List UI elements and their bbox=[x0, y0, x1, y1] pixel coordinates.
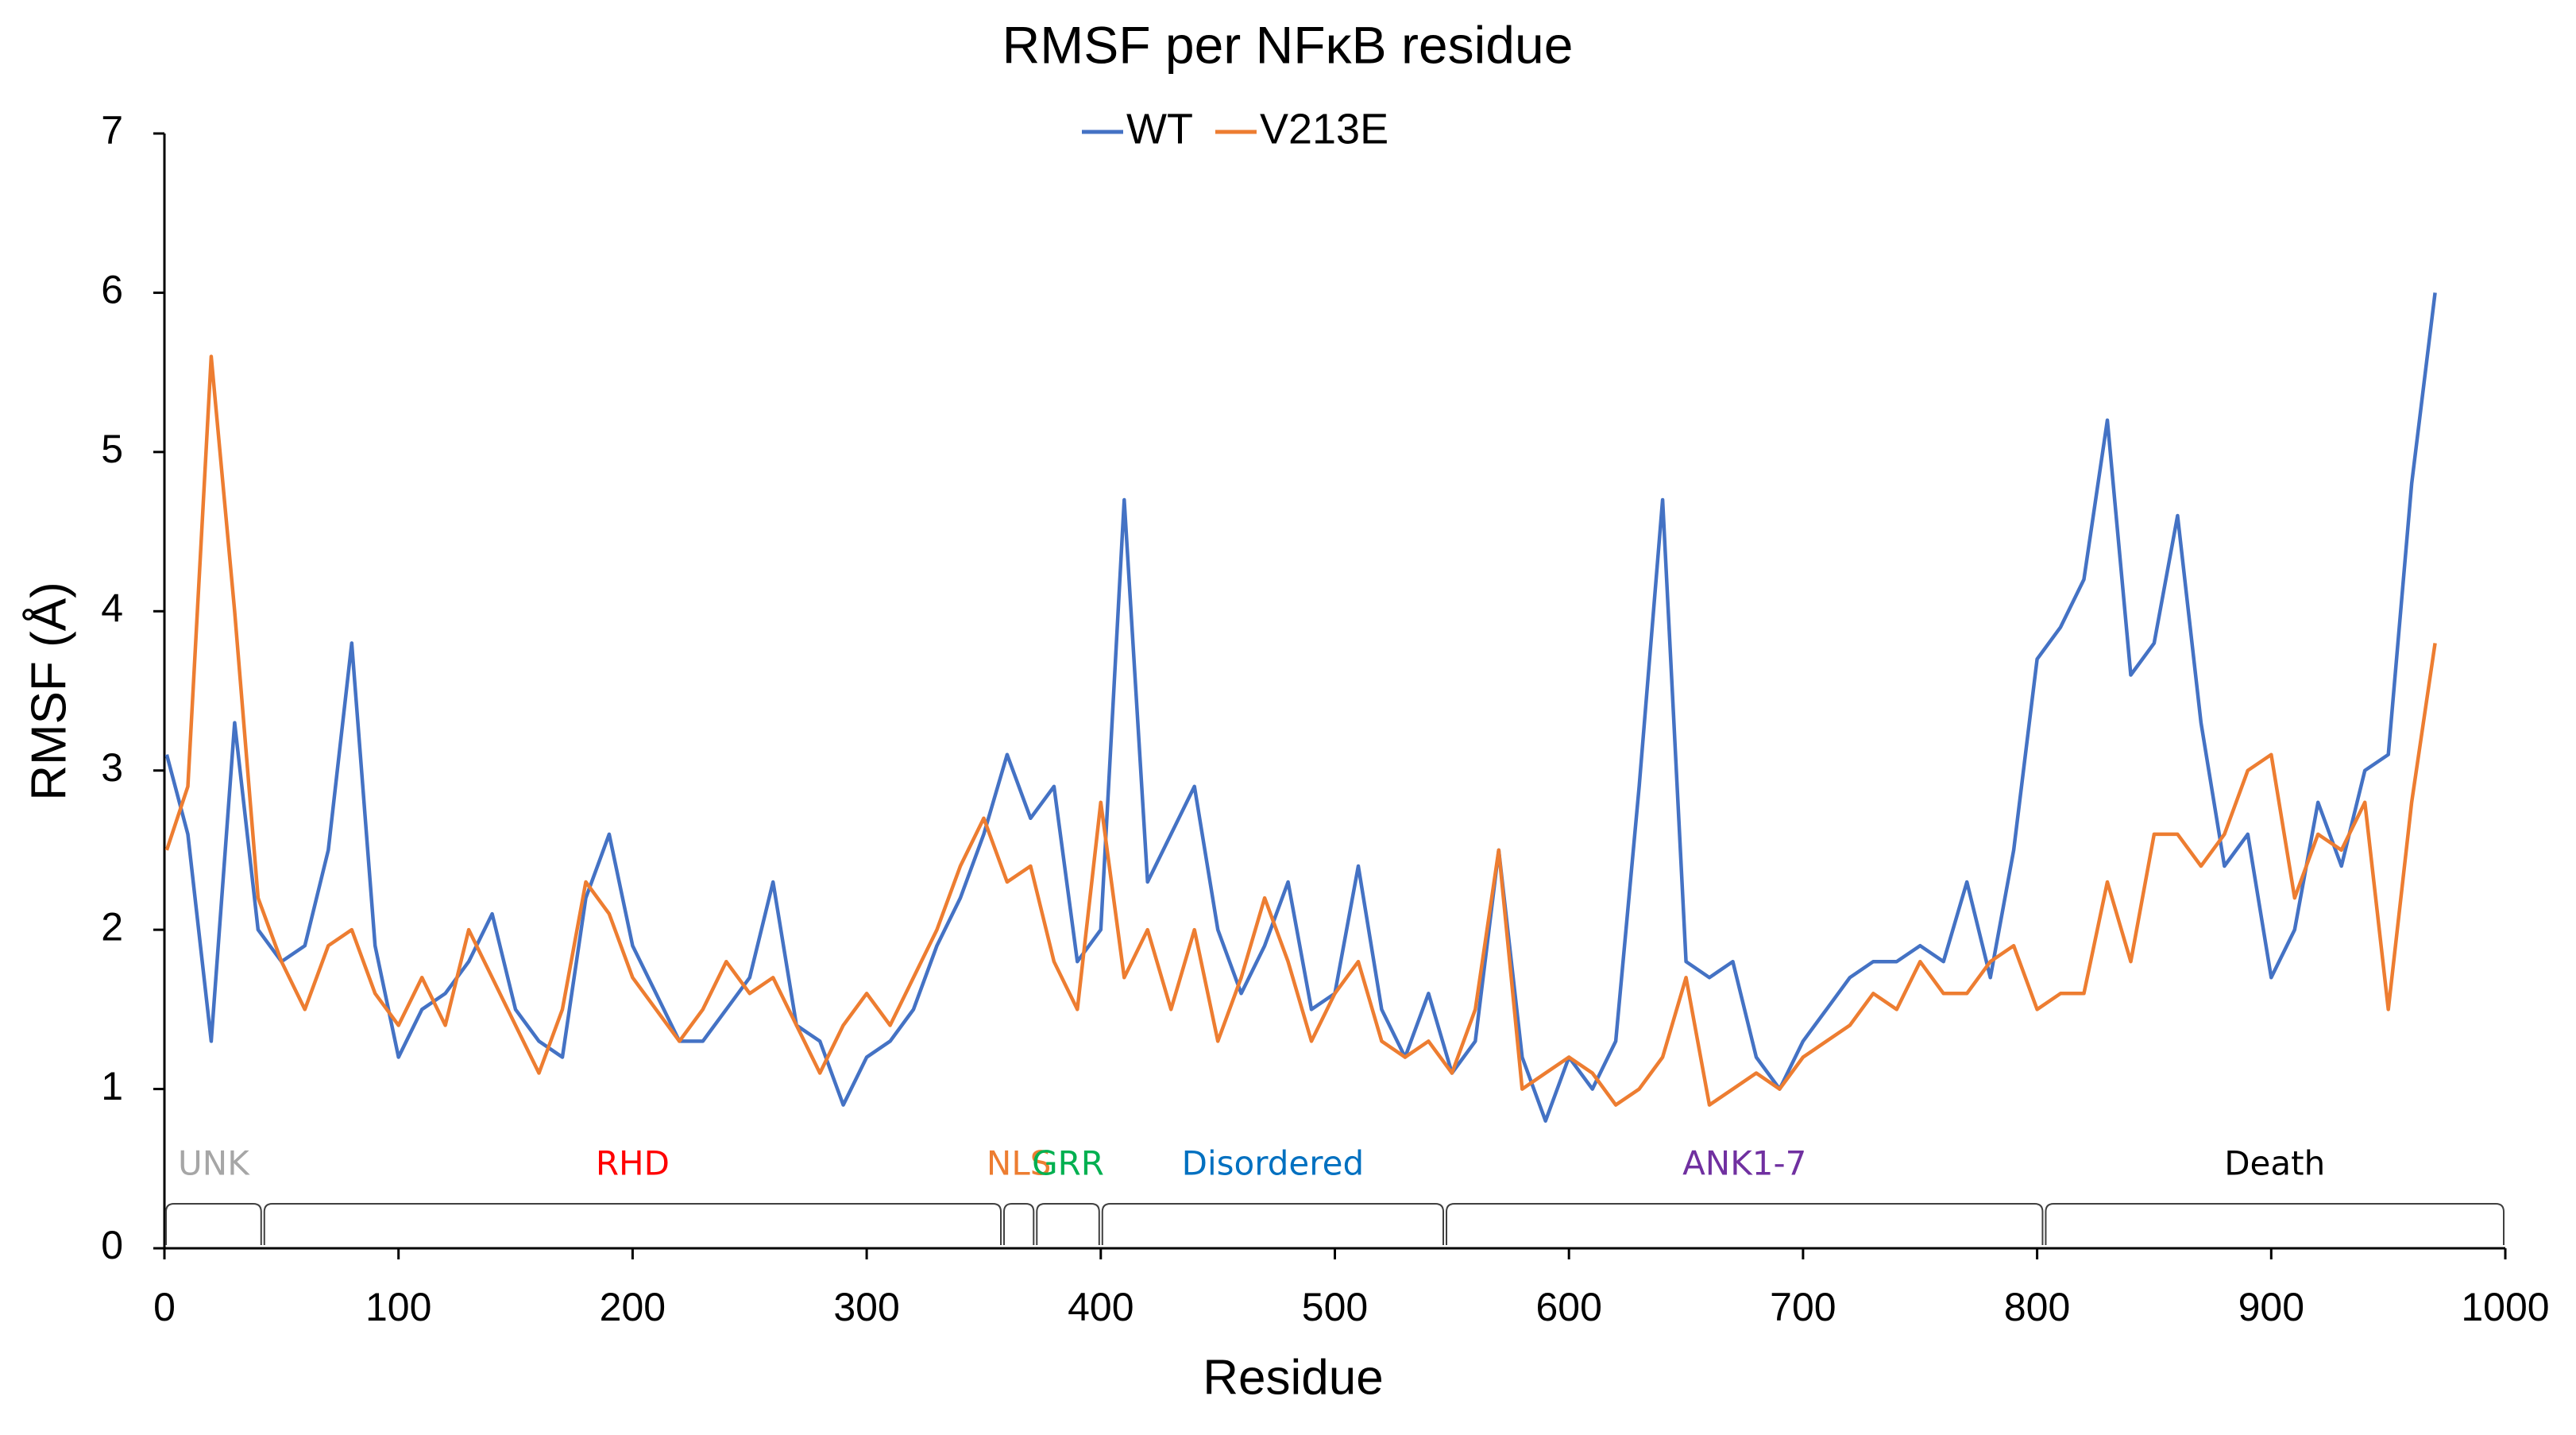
y-tick-label: 4 bbox=[101, 586, 123, 630]
y-tick-label: 5 bbox=[101, 427, 123, 471]
domain-bracket bbox=[1101, 1203, 1445, 1245]
x-tick-label: 0 bbox=[153, 1285, 176, 1329]
domain-label: Death bbox=[2224, 1144, 2325, 1183]
domain-label: NLS bbox=[987, 1144, 1051, 1183]
domain-label: GRR bbox=[1032, 1144, 1104, 1183]
domain-bracket bbox=[1446, 1203, 2044, 1245]
domain-bracket bbox=[1003, 1203, 1035, 1245]
series-line bbox=[164, 354, 2437, 1107]
legend-label: WT bbox=[1126, 105, 1193, 153]
chart-title: RMSF per NFκB residue bbox=[1002, 15, 1574, 74]
series-line bbox=[164, 292, 2437, 1123]
y-tick-label: 2 bbox=[101, 904, 123, 949]
domain-bracket bbox=[263, 1203, 1002, 1245]
domain-label: Disordered bbox=[1182, 1144, 1364, 1183]
x-tick-label: 700 bbox=[1770, 1285, 1836, 1329]
y-tick-label: 6 bbox=[101, 268, 123, 312]
legend-label: V213E bbox=[1260, 105, 1388, 153]
x-tick-label: 200 bbox=[600, 1285, 666, 1329]
y-tick-label: 7 bbox=[101, 108, 123, 153]
x-tick-label: 600 bbox=[1535, 1285, 1601, 1329]
x-tick-label: 800 bbox=[2004, 1285, 2070, 1329]
domain-bracket bbox=[165, 1203, 262, 1245]
x-tick-label: 1000 bbox=[2461, 1285, 2549, 1329]
domain-label: UNK bbox=[178, 1144, 250, 1183]
y-tick-label: 1 bbox=[101, 1064, 123, 1108]
x-tick-label: 500 bbox=[1302, 1285, 1368, 1329]
x-tick-label: 400 bbox=[1068, 1285, 1134, 1329]
x-tick-label: 100 bbox=[365, 1285, 431, 1329]
domain-label: RHD bbox=[596, 1144, 670, 1183]
domain-label: ANK1-7 bbox=[1682, 1144, 1806, 1183]
y-tick-label: 0 bbox=[101, 1223, 123, 1267]
domain-bracket bbox=[1036, 1203, 1100, 1245]
y-tick-label: 3 bbox=[101, 745, 123, 790]
domain-bracket bbox=[2045, 1203, 2505, 1245]
x-tick-label: 300 bbox=[833, 1285, 899, 1329]
y-axis-title: RMSF (Å) bbox=[21, 582, 76, 801]
x-tick-label: 900 bbox=[2238, 1285, 2304, 1329]
x-axis-title: Residue bbox=[1203, 1350, 1383, 1405]
